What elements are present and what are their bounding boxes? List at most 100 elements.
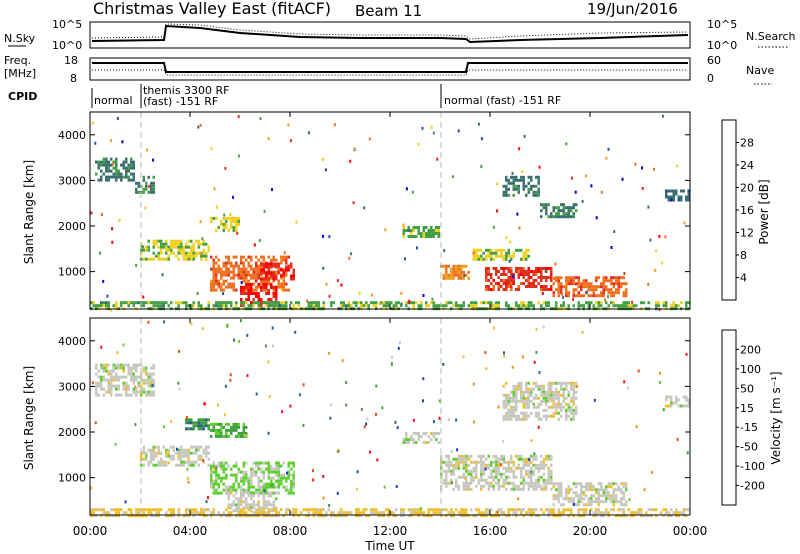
heatmap-cell <box>485 511 488 515</box>
time-x-axis: 00:00 04:00 08:00 12:00 16:00 20:00 00:00 <box>73 112 707 538</box>
heatmap-cell <box>502 282 505 285</box>
heatmap-cell <box>187 421 190 425</box>
heatmap-cell <box>222 511 225 515</box>
heatmap-cell <box>570 405 573 409</box>
heatmap-cell <box>207 508 210 512</box>
nave-label: Nave <box>746 64 774 77</box>
heatmap-cell <box>492 304 495 308</box>
heatmap-cell <box>92 304 95 308</box>
heatmap-cell <box>510 270 513 273</box>
heatmap-cell <box>340 304 343 308</box>
heatmap-cell <box>262 265 265 269</box>
heatmap-cell <box>475 469 478 473</box>
heatmap-cell <box>512 475 515 479</box>
heatmap-cell <box>222 261 225 265</box>
heatmap-cell <box>120 393 123 397</box>
heatmap-cell <box>202 459 205 463</box>
heatmap-cell <box>177 448 180 452</box>
heatmap-cell <box>245 470 248 474</box>
colorbar-tick-label: -15 <box>740 421 758 434</box>
heatmap-cell <box>239 319 242 323</box>
heatmap-cell <box>447 457 450 461</box>
heatmap-cell <box>230 270 233 274</box>
heatmap-cell <box>445 454 448 458</box>
heatmap-cell <box>140 372 143 376</box>
heatmap-cell <box>503 351 505 355</box>
heatmap-cell <box>425 514 428 518</box>
heatmap-cell <box>472 382 475 386</box>
heatmap-cell <box>670 508 673 512</box>
heatmap-cell <box>135 514 138 518</box>
heatmap-cell <box>90 301 93 305</box>
heatmap-cell <box>649 238 652 242</box>
heatmap-cell <box>328 504 331 507</box>
heatmap-cell <box>457 484 460 488</box>
heatmap-cell <box>537 411 540 415</box>
heatmap-cell <box>590 508 593 512</box>
heatmap-cell <box>262 476 265 480</box>
heatmap-cell <box>292 514 295 518</box>
heatmap-cell <box>427 304 430 308</box>
heatmap-cell <box>667 404 670 408</box>
heatmap-cell <box>522 273 525 276</box>
heatmap-cell <box>597 276 600 280</box>
heatmap-cell <box>290 265 293 269</box>
heatmap-cell <box>110 157 113 161</box>
heatmap-cell <box>587 304 590 308</box>
heatmap-cell <box>457 276 460 280</box>
heatmap-cell <box>557 393 560 397</box>
heatmap-cell <box>225 225 228 229</box>
heatmap-cell <box>507 417 510 421</box>
heatmap-cell <box>272 277 275 281</box>
heatmap-cell <box>450 301 453 305</box>
heatmap-cell <box>100 384 103 388</box>
heatmap-cell <box>462 487 465 491</box>
heatmap-cell <box>212 479 215 483</box>
heatmap-cell <box>527 396 530 400</box>
heatmap-cell <box>575 482 578 486</box>
heatmap-cell <box>435 304 438 308</box>
heatmap-cell <box>496 182 499 186</box>
heatmap-cell <box>167 451 170 455</box>
colorbar-tick-label: 20 <box>740 182 754 195</box>
heatmap-cell <box>237 154 240 158</box>
heatmap-cell <box>225 485 228 489</box>
heatmap-cell <box>522 508 525 512</box>
heatmap-cell <box>257 482 260 486</box>
heatmap-cell <box>507 248 510 252</box>
heatmap-cell <box>275 464 278 468</box>
heatmap-cell <box>132 363 135 367</box>
heatmap-cell <box>542 393 545 397</box>
heatmap-cell <box>95 304 98 308</box>
heatmap-cell <box>395 301 398 305</box>
heatmap-cell <box>405 438 408 441</box>
heatmap-cell <box>665 189 668 193</box>
heatmap-cell <box>122 363 125 367</box>
heatmap-cell <box>205 421 208 425</box>
heatmap-cell <box>525 270 528 273</box>
heatmap-cell <box>237 431 240 435</box>
heatmap-cell <box>482 472 485 476</box>
heatmap-cell <box>485 288 488 291</box>
heatmap-cell <box>570 282 573 286</box>
heatmap-cell <box>245 425 248 429</box>
heatmap-cell <box>117 508 120 512</box>
heatmap-cell <box>525 279 528 282</box>
heatmap-cell <box>533 452 536 456</box>
heatmap-cell <box>282 282 285 286</box>
heatmap-cell <box>535 508 538 512</box>
heatmap-cell <box>160 301 163 305</box>
heatmap-cell <box>520 469 523 473</box>
heatmap-cell <box>172 457 175 461</box>
heatmap-cell <box>585 282 588 286</box>
heatmap-cell <box>502 399 505 403</box>
heatmap-cell <box>620 285 623 289</box>
heatmap-cell <box>95 384 98 388</box>
heatmap-cell <box>260 470 263 474</box>
heatmap-cell <box>587 500 590 504</box>
heatmap-cell <box>432 508 435 512</box>
heatmap-cell <box>177 257 180 261</box>
heatmap-cell <box>255 264 258 268</box>
heatmap-cell <box>677 195 680 199</box>
heatmap-cell <box>217 461 220 465</box>
